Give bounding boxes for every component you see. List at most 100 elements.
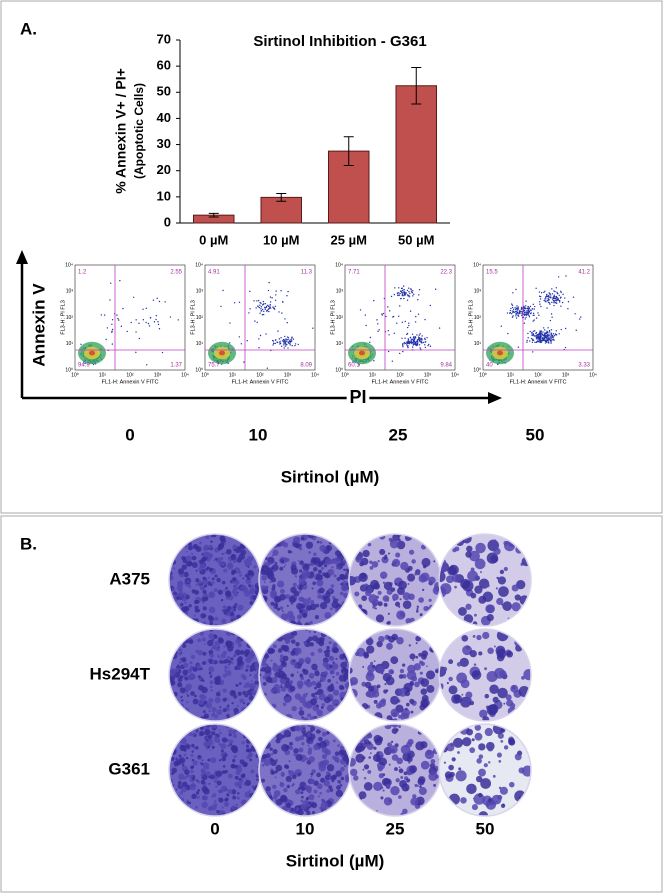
event-dot <box>111 330 113 332</box>
colony <box>321 798 325 802</box>
colony <box>373 781 383 792</box>
colony <box>206 568 209 571</box>
colony <box>248 790 252 793</box>
colony <box>179 791 183 795</box>
colony <box>275 764 283 772</box>
colony <box>190 769 194 774</box>
colony <box>199 631 205 636</box>
event-dot <box>511 316 514 318</box>
colony <box>390 786 400 796</box>
colony <box>214 574 218 578</box>
colony <box>379 757 388 766</box>
event-dot <box>404 320 407 323</box>
colony <box>335 681 339 684</box>
colony <box>231 789 237 795</box>
colony <box>331 662 339 670</box>
colony <box>232 759 236 763</box>
colony <box>343 559 347 564</box>
colony <box>415 610 419 613</box>
colony <box>182 781 188 787</box>
event-dot <box>535 317 538 319</box>
colony <box>430 758 436 764</box>
event-dot <box>536 333 538 336</box>
colony <box>359 561 364 567</box>
colony <box>270 590 277 597</box>
colony <box>380 796 384 800</box>
colony <box>241 741 245 745</box>
colony <box>332 595 336 600</box>
colony <box>209 680 214 685</box>
colony <box>279 566 284 571</box>
colony <box>219 731 222 735</box>
colony <box>283 566 286 568</box>
colony <box>222 605 226 609</box>
event-dot <box>119 279 121 282</box>
colony <box>234 665 239 671</box>
event-dot <box>294 343 297 345</box>
event-dot <box>382 312 385 315</box>
colony <box>402 600 412 609</box>
colony <box>183 662 189 668</box>
colony <box>479 709 488 718</box>
colony <box>289 685 296 692</box>
colony <box>202 651 207 656</box>
colony <box>364 681 372 689</box>
colony <box>232 577 237 582</box>
colony <box>247 653 255 660</box>
colony <box>209 749 212 751</box>
colony <box>412 659 415 662</box>
event-dot <box>257 299 260 302</box>
x-tick-label: 10 µM <box>263 232 299 247</box>
row-label: G361 <box>108 759 150 778</box>
colony <box>378 635 385 643</box>
colony <box>484 667 488 671</box>
colony <box>484 693 490 699</box>
colony <box>313 743 320 751</box>
event-dot <box>157 321 159 323</box>
event-dot <box>525 300 527 302</box>
colony <box>497 576 507 585</box>
event-dot <box>533 308 536 310</box>
event-dot <box>549 293 551 295</box>
event-dot <box>517 309 519 311</box>
event-dot <box>512 315 514 317</box>
event-dot <box>373 299 375 302</box>
event-dot <box>510 312 513 315</box>
colony <box>193 599 199 605</box>
colony <box>298 586 303 591</box>
colony <box>224 658 229 664</box>
event-dot <box>238 301 241 304</box>
event-dot <box>546 338 548 340</box>
event-dot <box>291 344 293 347</box>
colony <box>169 674 176 681</box>
event-dot <box>398 352 401 355</box>
colony <box>188 688 191 690</box>
colony <box>191 589 196 594</box>
colony <box>361 595 368 602</box>
event-dot <box>265 306 268 308</box>
event-dot <box>550 295 552 297</box>
colony <box>189 783 197 791</box>
quadrant-value: 75.7 <box>208 363 220 369</box>
x-tick-label: 10³ <box>562 372 570 378</box>
event-dot <box>289 342 291 345</box>
colony <box>178 648 183 652</box>
event-dot <box>427 344 429 347</box>
colony <box>193 694 197 698</box>
colony <box>236 796 240 800</box>
event-dot <box>105 338 107 341</box>
event-dot <box>500 325 503 327</box>
colony <box>383 556 387 560</box>
event-dot <box>269 307 272 309</box>
event-dot <box>416 334 418 336</box>
y-tick-label: 10⁴ <box>473 262 481 268</box>
event-dot <box>532 332 534 335</box>
event-dot <box>240 343 243 345</box>
event-dot <box>287 342 290 344</box>
colony <box>337 744 340 747</box>
event-dot <box>289 344 291 346</box>
event-dot <box>533 319 535 321</box>
colony <box>317 743 321 746</box>
colony <box>421 650 428 657</box>
colony <box>394 696 398 700</box>
